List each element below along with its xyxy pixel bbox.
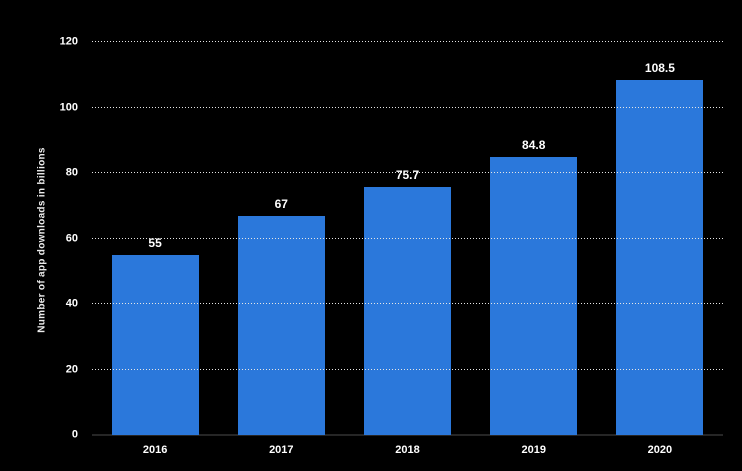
bar-slot-2019: 84.8 [471, 42, 597, 435]
y-tick-label: 0 [71, 428, 78, 441]
y-axis-tick-labels: 0 20 40 60 80 100 120 [0, 36, 78, 440]
bar-slot-2017: 67 [218, 42, 344, 435]
bar-slot-2020: 108.5 [597, 42, 723, 435]
bar-value-label: 75.7 [395, 168, 420, 183]
x-axis-line [92, 434, 723, 436]
gridline-20 [92, 368, 723, 370]
bar-2018 [363, 187, 452, 435]
bar-value-label: 108.5 [644, 60, 675, 75]
gridline-40 [92, 303, 723, 305]
gridline-60 [92, 237, 723, 239]
y-tick-label: 80 [65, 166, 78, 179]
bar-2019 [490, 157, 578, 435]
bar-2017 [237, 215, 325, 435]
y-tick-label: 120 [59, 35, 78, 48]
x-axis-label-2019: 2019 [521, 444, 546, 456]
y-tick-label: 20 [65, 363, 78, 376]
x-axis-label-2020: 2020 [647, 444, 673, 456]
gridline-100 [92, 106, 723, 108]
bar-value-label: 84.8 [522, 138, 546, 153]
bar-slot-2018: 75.7 [344, 42, 470, 435]
x-axis-labels: 2016 2017 2018 2019 2020 [92, 444, 723, 456]
bar-value-label: 67 [274, 196, 288, 211]
bar-2020 [616, 79, 704, 435]
gridline-80 [92, 172, 723, 174]
x-axis-label-2017: 2017 [269, 444, 294, 456]
bar-value-label: 55 [148, 235, 162, 250]
bars-row: 55 67 75.7 84.8 108.5 [92, 42, 723, 435]
bar-2016 [111, 254, 199, 435]
bar-slot-2016: 55 [92, 42, 218, 435]
plot-area: 55 67 75.7 84.8 108.5 [92, 41, 723, 436]
y-tick-label: 60 [65, 232, 78, 244]
x-axis-label-2018: 2018 [395, 444, 420, 456]
x-axis-label-2016: 2016 [142, 444, 168, 456]
y-tick-label: 40 [65, 297, 78, 310]
y-tick-label: 100 [59, 101, 78, 113]
gridline-120 [92, 41, 723, 42]
